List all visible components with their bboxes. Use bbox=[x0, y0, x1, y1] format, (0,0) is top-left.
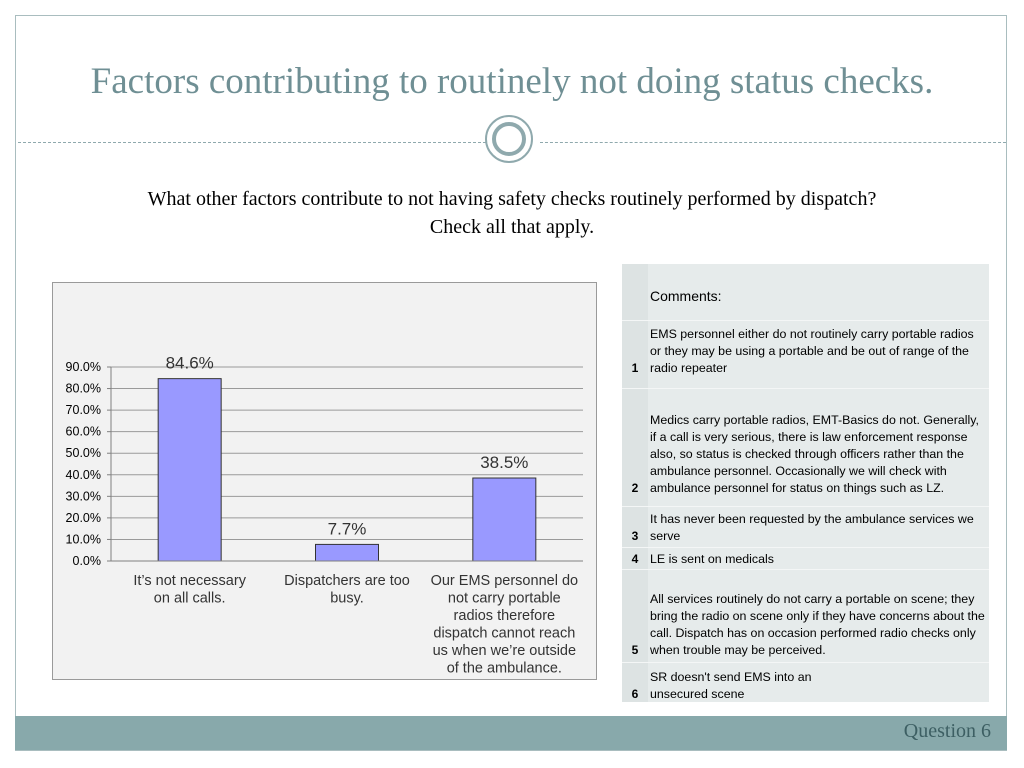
bar bbox=[315, 543, 379, 562]
x-category-label: It’s not necessary on all calls. bbox=[133, 573, 246, 607]
circle-ornament-icon bbox=[485, 115, 533, 163]
comment-row: 3 It has never been requested by the amb… bbox=[622, 506, 989, 545]
comment-text: EMS personnel either do not routinely ca… bbox=[650, 327, 974, 375]
footer-bar: Question 6 bbox=[15, 716, 1007, 750]
y-tick-label: 30.0% bbox=[66, 489, 101, 503]
comment-row: 4 LE is sent on medicals bbox=[622, 547, 989, 568]
y-tick-label: 70.0% bbox=[66, 403, 101, 417]
comment-row: 6 SR doesn't send EMS into an unsecured … bbox=[622, 662, 989, 703]
title-divider-right bbox=[540, 142, 1006, 143]
comments-header: Comments: bbox=[650, 288, 722, 304]
comment-number: 5 bbox=[631, 643, 639, 657]
comment-number: 4 bbox=[631, 552, 639, 566]
y-tick-label: 80.0% bbox=[66, 382, 101, 396]
comment-text: It has never been requested by the ambul… bbox=[650, 512, 974, 543]
comment-number: 3 bbox=[631, 529, 639, 543]
slide-number-label: Question 6 bbox=[903, 720, 991, 742]
y-tick-label: 50.0% bbox=[66, 446, 101, 460]
comment-text: SR doesn't send EMS into an unsecured sc… bbox=[650, 670, 812, 701]
comment-text: All services routinely do not carry a po… bbox=[650, 592, 985, 657]
title-divider-left bbox=[18, 142, 486, 143]
x-category-label: Our EMS personnel do not carry portable ra… bbox=[431, 573, 579, 677]
comment-number: 2 bbox=[631, 481, 639, 495]
comment-number: 6 bbox=[631, 687, 639, 701]
bar bbox=[472, 477, 537, 562]
question-line-2: Check all that apply. bbox=[429, 216, 595, 238]
bar-chart: 0.0% 10.0% 20.0% 30.0% 40.0% 50.0% 60.0% 70.0% 8… bbox=[52, 282, 597, 680]
data-label: 84.6% bbox=[166, 354, 214, 373]
comments-table: Comments: 1 EMS personnel either do not … bbox=[622, 264, 989, 702]
comment-number: 1 bbox=[631, 361, 639, 375]
comments-text-column bbox=[648, 264, 989, 702]
y-tick-label: 90.0% bbox=[66, 360, 101, 374]
y-tick-label: 0.0% bbox=[73, 554, 102, 568]
comment-row: 2 Medics carry portable radios, EMT-Basi… bbox=[622, 388, 989, 497]
comment-row: 1 EMS personnel either do not routinely … bbox=[622, 320, 989, 377]
comment-row: 5 All services routinely do not carry a … bbox=[622, 569, 989, 659]
comment-text: Medics carry portable radios, EMT-Basics… bbox=[650, 413, 979, 495]
y-tick-label: 40.0% bbox=[66, 468, 101, 482]
data-label: 38.5% bbox=[480, 453, 528, 472]
slide-title: Factors contributing to routinely not do… bbox=[90, 61, 934, 102]
question-line-1: What other factors contribute to not hav… bbox=[147, 188, 877, 210]
y-tick-label: 10.0% bbox=[66, 532, 101, 546]
comment-text: LE is sent on medicals bbox=[650, 552, 774, 566]
bar-chart-svg: 0.0% 10.0% 20.0% 30.0% 40.0% 50.0% 60.0% 70.0% 8… bbox=[66, 354, 583, 677]
x-category-label: Dispatchers are too busy. bbox=[284, 573, 410, 607]
data-label: 7.7% bbox=[328, 519, 367, 538]
bar bbox=[157, 378, 222, 562]
y-tick-label: 20.0% bbox=[66, 511, 101, 525]
y-tick-label: 60.0% bbox=[66, 425, 101, 439]
comments-number-column bbox=[622, 264, 648, 702]
survey-question: What other factors contribute to not hav… bbox=[40, 185, 984, 241]
